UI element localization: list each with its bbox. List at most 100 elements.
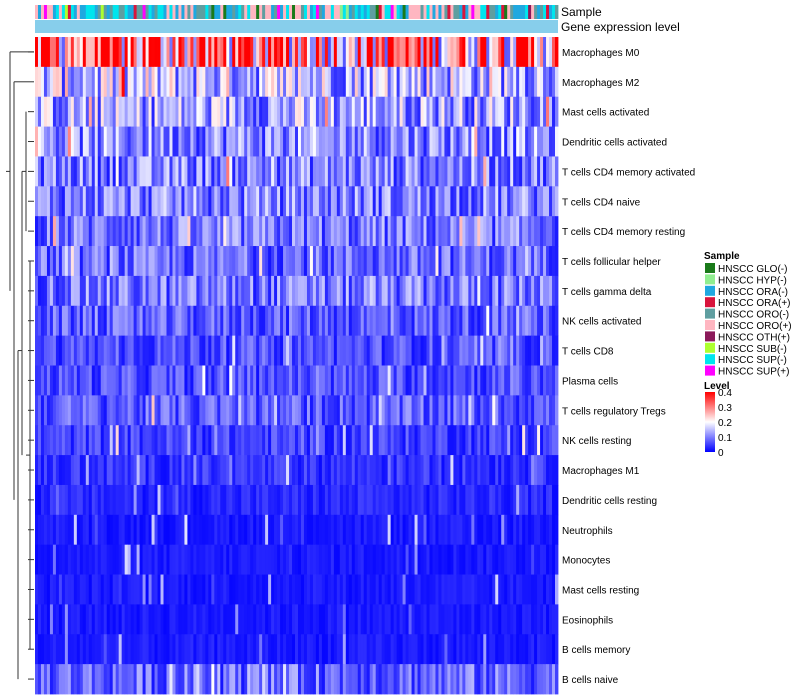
heatmap-cell (525, 514, 529, 546)
heatmap-cell (330, 604, 335, 635)
heatmap-cell (396, 455, 401, 486)
heatmap-cell (85, 455, 90, 486)
heatmap-cell (297, 425, 302, 456)
heatmap-cell (300, 335, 305, 366)
heatmap-cell (408, 425, 412, 456)
heatmap-cell (187, 66, 191, 98)
heatmap-cell (363, 634, 368, 665)
heatmap-cell (190, 66, 194, 98)
heatmap-cell (540, 66, 544, 98)
heatmap-cell (330, 246, 335, 277)
heatmap-cell (187, 514, 191, 546)
heatmap-cell (193, 275, 197, 307)
heatmap-cell (411, 216, 415, 247)
heatmap-cell (342, 96, 347, 127)
heatmap-cell (435, 96, 439, 127)
heatmap-cell (369, 96, 374, 127)
row-label: T cells CD8 (562, 347, 614, 358)
heatmap-cell (244, 96, 248, 127)
heatmap-cell (315, 156, 320, 187)
heatmap-cell (471, 574, 475, 605)
heatmap-cell (417, 574, 421, 605)
heatmap-cell (543, 335, 547, 366)
heatmap-cell (148, 604, 152, 635)
heatmap-cell (456, 604, 460, 635)
heatmap-cell (441, 275, 445, 307)
heatmap-cell (244, 305, 248, 337)
heatmap-cell (151, 574, 155, 605)
heatmap-cell (286, 335, 290, 366)
heatmap-cell (121, 395, 126, 426)
heatmap-cell (142, 186, 146, 217)
heatmap-cell (247, 365, 251, 396)
heatmap-cell (91, 425, 96, 456)
heatmap-cell (540, 544, 544, 575)
heatmap-cell (190, 514, 194, 546)
heatmap-cell (184, 66, 188, 98)
heatmap-cell (408, 156, 412, 187)
heatmap-cell (456, 66, 460, 98)
heatmap-cell (271, 395, 275, 426)
heatmap-cell (178, 395, 182, 426)
heatmap-cell (441, 37, 445, 68)
heatmap-cell (453, 395, 457, 426)
heatmap-cell (85, 425, 90, 456)
heatmap-cell (408, 514, 412, 546)
heatmap-cell (154, 66, 158, 98)
heatmap-cell (112, 156, 117, 187)
heatmap-cell (196, 305, 200, 337)
heatmap-cell (52, 544, 57, 575)
heatmap-cell (82, 66, 87, 98)
heatmap-cell (127, 246, 132, 277)
heatmap-cell (190, 335, 194, 366)
heatmap-cell (166, 604, 170, 635)
heatmap-cell (79, 335, 84, 366)
heatmap-cell (468, 484, 472, 516)
heatmap-cell (61, 395, 66, 426)
heatmap-cell (540, 484, 544, 516)
heatmap-cell (351, 514, 356, 546)
heatmap-cell (154, 634, 158, 665)
heatmap-cell (151, 126, 155, 157)
heatmap-cell (106, 275, 111, 307)
heatmap-cell (420, 275, 424, 307)
heatmap-cell (82, 305, 87, 337)
heatmap-cell (519, 544, 523, 575)
heatmap-cell (360, 186, 365, 217)
heatmap-cell (507, 514, 511, 546)
heatmap-cell (444, 305, 448, 337)
heatmap-cell (259, 484, 263, 516)
heatmap-cell (345, 664, 350, 695)
heatmap-cell (124, 186, 129, 217)
heatmap-cell (205, 634, 209, 665)
heatmap-cell (130, 604, 135, 635)
heatmap-cell (414, 275, 418, 307)
heatmap-cell (444, 186, 448, 217)
heatmap-cell (534, 664, 538, 695)
heatmap-cell (115, 216, 120, 247)
heatmap-cell (35, 66, 39, 98)
heatmap-cell (438, 455, 442, 486)
heatmap-cell (97, 275, 102, 307)
heatmap-cell (271, 37, 275, 68)
heatmap-cell (417, 126, 421, 157)
heatmap-cell (124, 425, 129, 456)
heatmap-cell (441, 156, 445, 187)
heatmap-cell (97, 156, 102, 187)
heatmap-cell (528, 156, 532, 187)
heatmap-cell (375, 455, 380, 486)
heatmap-cell (133, 37, 138, 68)
sample-annotation-cell (411, 5, 415, 19)
heatmap-cell (139, 37, 143, 68)
heatmap-cell (489, 37, 493, 68)
heatmap-cell (214, 305, 218, 337)
heatmap-cell (537, 216, 541, 247)
heatmap-cell (525, 365, 529, 396)
heatmap-cell (489, 455, 493, 486)
heatmap-cell (40, 216, 45, 247)
heatmap-cell (217, 335, 221, 366)
heatmap-cell (289, 574, 293, 605)
heatmap-cell (151, 275, 155, 307)
heatmap-cell (426, 634, 430, 665)
heatmap-cell (172, 455, 176, 486)
